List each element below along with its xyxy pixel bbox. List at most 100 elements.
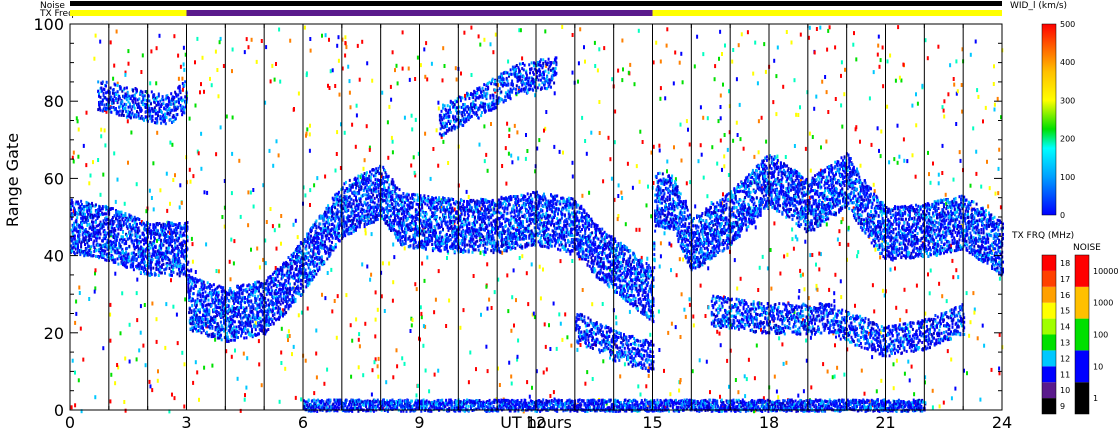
echo-cell xyxy=(254,333,257,337)
echo-cell xyxy=(101,207,104,211)
noise-cell xyxy=(232,261,235,266)
echo-cell xyxy=(271,276,274,280)
noise-cell xyxy=(670,268,672,273)
echo-cell xyxy=(255,289,258,293)
echo-cell xyxy=(166,250,169,254)
noise-cell xyxy=(391,139,394,144)
echo-cell xyxy=(80,199,83,203)
noise-cell xyxy=(392,280,395,285)
echo-cell xyxy=(294,299,297,303)
echo-cell xyxy=(374,215,377,219)
echo-cell xyxy=(216,310,218,314)
noise-cell xyxy=(189,179,192,184)
echo-cell xyxy=(317,241,319,245)
noise-cell xyxy=(871,283,874,288)
echo-cell xyxy=(291,300,294,304)
echo-cell xyxy=(177,251,180,255)
echo-cell xyxy=(348,204,350,208)
noise-cell xyxy=(900,78,903,83)
echo-cell xyxy=(204,317,207,321)
echo-cell xyxy=(261,301,264,305)
echo-cell xyxy=(245,322,248,326)
noise-cell xyxy=(123,201,126,206)
noise-cell xyxy=(116,363,119,367)
echo-cell xyxy=(313,275,316,279)
echo-cell xyxy=(317,225,320,229)
echo-cell xyxy=(336,229,339,233)
echo-cell xyxy=(216,291,218,295)
noise-cell xyxy=(809,168,812,173)
echo-cell xyxy=(94,247,97,251)
echo-cell xyxy=(365,209,368,213)
echo-cell xyxy=(344,230,347,234)
echo-cell xyxy=(129,222,131,226)
echo-cell xyxy=(328,223,331,227)
echo-cell xyxy=(279,302,282,306)
noise-cell xyxy=(165,171,168,176)
noise-cell xyxy=(571,259,574,263)
echo-cell xyxy=(175,253,178,257)
noise-cell xyxy=(893,157,896,162)
echo-cell xyxy=(370,195,373,199)
echo-cell xyxy=(369,185,371,189)
echo-cell xyxy=(166,262,169,266)
echo-cell xyxy=(287,279,290,283)
echo-cell xyxy=(212,308,215,312)
echo-cell xyxy=(372,208,375,211)
echo-cell xyxy=(370,172,373,176)
echo-cell xyxy=(95,210,98,214)
noise-bar xyxy=(70,1,1002,6)
echo-cell xyxy=(115,234,117,238)
noise-cell xyxy=(956,89,959,94)
noise-cell xyxy=(260,383,263,388)
noise-cell xyxy=(761,254,764,259)
echo-cell xyxy=(334,230,337,234)
echo-cell xyxy=(312,223,315,227)
noise-bar-label: Noise xyxy=(40,1,65,11)
noise-cell xyxy=(209,76,211,81)
echo-cell xyxy=(94,228,97,232)
noise-cell xyxy=(216,68,219,72)
echo-cell xyxy=(257,294,260,298)
noise-cell xyxy=(631,185,634,190)
echo-cell xyxy=(228,322,231,326)
noise-cell xyxy=(716,161,719,166)
noise-cell xyxy=(109,399,112,404)
echo-cell xyxy=(264,296,267,300)
noise-cell xyxy=(638,227,641,232)
echo-cell xyxy=(335,192,338,196)
echo-cell xyxy=(314,252,317,256)
echo-cell xyxy=(242,283,245,287)
echo-cell xyxy=(150,271,152,275)
echo-cell xyxy=(349,188,352,192)
echo-cell xyxy=(290,298,293,302)
noise-cell xyxy=(124,356,127,361)
echo-cell xyxy=(365,203,368,207)
noise-cell xyxy=(571,160,574,165)
noise-cell xyxy=(542,370,545,375)
echo-cell xyxy=(132,243,135,247)
noise-cell xyxy=(549,347,552,351)
echo-cell xyxy=(303,266,305,270)
echo-cell xyxy=(369,200,372,204)
echo-cell xyxy=(84,215,86,219)
echo-cell xyxy=(118,210,121,214)
noise-cell xyxy=(979,397,982,402)
echo-cell xyxy=(130,229,133,233)
echo-cell xyxy=(336,200,339,204)
noise-cell xyxy=(275,139,278,144)
noise-cell xyxy=(454,66,457,71)
noise-cell xyxy=(737,43,740,48)
echo-cell xyxy=(178,249,180,253)
echo-cell xyxy=(142,267,145,271)
echo-cell xyxy=(105,218,108,221)
echo-cell xyxy=(367,221,370,225)
noise-cell xyxy=(309,203,311,207)
noise-cell xyxy=(839,279,842,284)
noise-cell xyxy=(775,74,778,79)
echo-cell xyxy=(173,223,176,227)
echo-cell xyxy=(128,213,131,217)
echo-cell xyxy=(268,321,270,325)
echo-cell xyxy=(283,273,286,277)
echo-cell xyxy=(204,314,207,317)
